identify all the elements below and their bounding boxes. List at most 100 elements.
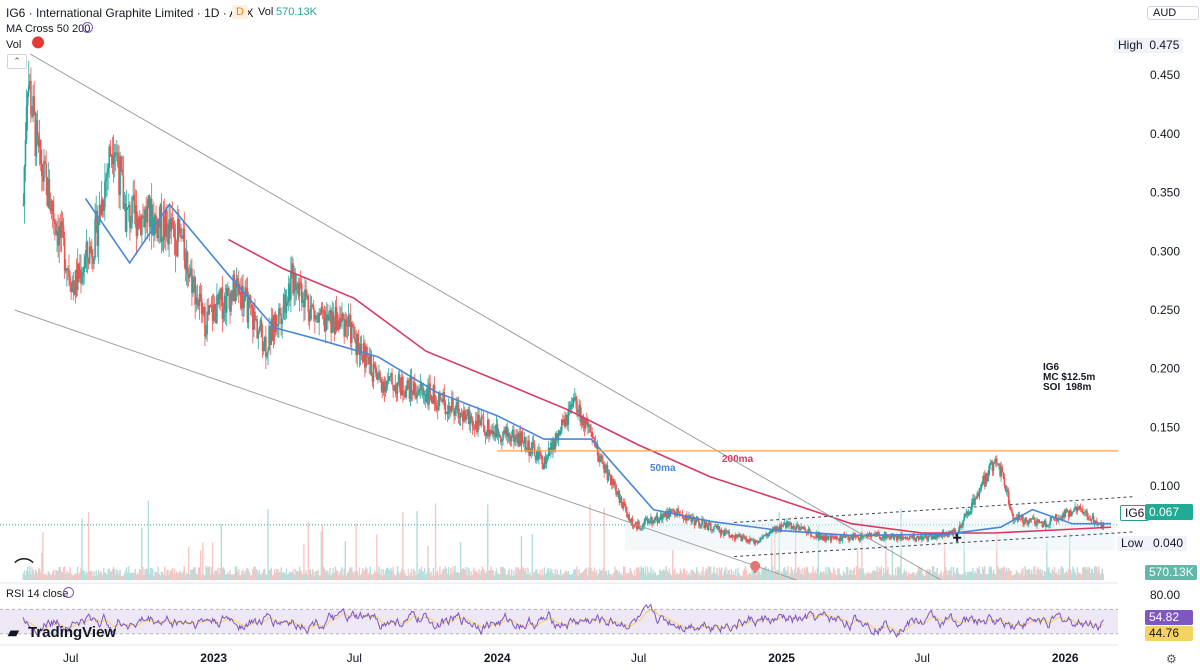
candle-body	[513, 429, 515, 442]
candle-body	[175, 254, 178, 257]
candle-body	[486, 419, 489, 433]
volume-bar	[807, 572, 810, 580]
volume-bar	[332, 568, 335, 580]
volume-bar	[1004, 571, 1007, 580]
candle-body	[949, 531, 951, 533]
candle-body	[876, 531, 878, 537]
volume-bar	[125, 567, 128, 580]
candle-body	[348, 315, 351, 316]
volume-bar	[407, 569, 410, 580]
ma-cross-legend[interactable]: MA Cross 50 200	[6, 23, 91, 35]
volume-bar	[483, 570, 486, 580]
volume-bar	[646, 566, 649, 580]
volume-bar	[865, 572, 867, 580]
volume-bar	[317, 569, 319, 580]
candle-body	[39, 139, 42, 165]
collapse-legend-icon[interactable]: ⌃	[7, 54, 27, 69]
candle-body	[415, 391, 417, 399]
volume-bar	[255, 569, 257, 580]
rsi-legend[interactable]: RSI 14 close	[6, 588, 69, 600]
candle-body	[619, 497, 622, 503]
volume-bar	[451, 574, 453, 580]
volume-bar	[380, 568, 382, 580]
volume-bar	[96, 575, 98, 580]
candle-body	[319, 312, 322, 315]
volume-bar	[314, 575, 316, 580]
settings-icon[interactable]	[82, 22, 93, 33]
candle-body	[269, 326, 272, 346]
volume-bar	[782, 568, 785, 580]
volume-bar	[811, 572, 813, 580]
volume-bar	[377, 572, 379, 580]
candle-body	[995, 458, 998, 464]
candle-body	[757, 540, 760, 543]
candle-body	[83, 267, 86, 272]
candle-body	[398, 374, 401, 388]
volume-bar	[922, 573, 924, 580]
plot-background	[0, 0, 1118, 671]
volume-bar	[1090, 568, 1093, 580]
candle-body	[236, 278, 239, 282]
candle-body	[751, 539, 753, 541]
volume-bar	[862, 568, 864, 580]
candle-body	[557, 430, 560, 441]
volume-bar	[735, 569, 737, 580]
volume-bar	[383, 574, 386, 580]
volume-bar	[728, 570, 730, 580]
volume-bar	[175, 571, 178, 580]
volume-bar	[751, 567, 753, 580]
candle-body	[807, 528, 810, 533]
volume-bar	[143, 574, 145, 580]
candle-body	[566, 414, 568, 425]
volume-bar	[215, 570, 217, 580]
volume-bar	[777, 569, 779, 580]
candle-body	[613, 480, 615, 486]
candle-body	[141, 215, 143, 235]
candle-body	[49, 208, 52, 212]
candle-body	[298, 282, 301, 297]
candle-body	[166, 210, 168, 226]
candle-body	[848, 536, 850, 541]
currency-selector[interactable]: AUD	[1147, 6, 1200, 20]
candle-body	[30, 80, 32, 115]
volume-bar	[591, 570, 593, 580]
volume-bar	[261, 572, 264, 580]
candle-body	[1046, 525, 1048, 528]
volume-bar	[178, 573, 180, 580]
candle-body	[1012, 513, 1014, 521]
candle-body	[1089, 518, 1092, 521]
candle-body	[652, 522, 654, 525]
volume-bar	[425, 575, 427, 580]
rsi-settings-icon[interactable]	[63, 587, 74, 598]
volume-bar	[223, 569, 226, 580]
volume-bar	[49, 574, 52, 580]
candle-body	[621, 505, 624, 509]
volume-bar	[740, 575, 742, 580]
candle-body	[578, 404, 580, 413]
candle-body	[281, 319, 283, 324]
volume-bar	[1085, 569, 1087, 580]
volume-bar	[292, 569, 294, 580]
candle-body	[64, 270, 67, 272]
candle-body	[798, 524, 800, 530]
candle-body	[902, 538, 905, 540]
candle-body	[87, 258, 90, 264]
volume-bar	[1078, 572, 1081, 580]
candle-body	[208, 305, 211, 315]
candle-body	[128, 204, 130, 208]
volume-bar	[308, 570, 311, 580]
volume-bar	[912, 572, 914, 580]
settings-gear-icon[interactable]: ⚙	[1166, 652, 1177, 666]
volume-bar	[379, 574, 381, 580]
candle-body	[764, 534, 766, 536]
candle-body	[380, 379, 382, 383]
volume-bar	[110, 571, 113, 580]
candle-body	[358, 350, 361, 356]
volume-bar	[419, 569, 422, 580]
volume-legend[interactable]: Vol	[6, 39, 22, 51]
volume-bar	[914, 575, 916, 580]
candle-body	[912, 533, 914, 539]
candle-body	[589, 425, 591, 432]
candle-body	[1092, 515, 1095, 524]
